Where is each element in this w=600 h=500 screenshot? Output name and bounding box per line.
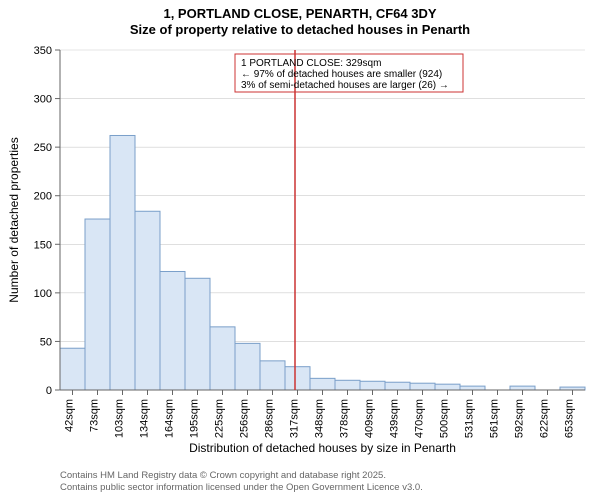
histogram-bar bbox=[510, 386, 535, 390]
ytick-label: 100 bbox=[34, 288, 52, 300]
histogram-bar bbox=[135, 211, 160, 390]
histogram-bar bbox=[285, 367, 310, 390]
xtick-label: 195sqm bbox=[189, 399, 201, 438]
ytick-label: 150 bbox=[34, 239, 52, 251]
xtick-label: 500sqm bbox=[439, 399, 451, 438]
ytick-label: 350 bbox=[34, 45, 52, 57]
ytick-label: 250 bbox=[34, 142, 52, 154]
histogram-bar bbox=[460, 386, 485, 390]
ytick-label: 200 bbox=[34, 191, 52, 203]
xtick-label: 348sqm bbox=[314, 399, 326, 438]
histogram-bar bbox=[260, 361, 285, 390]
callout-line2: ← 97% of detached houses are smaller (92… bbox=[241, 69, 442, 80]
xtick-label: 470sqm bbox=[414, 399, 426, 438]
xtick-label: 256sqm bbox=[239, 399, 251, 438]
xtick-label: 592sqm bbox=[514, 399, 526, 438]
y-axis-label: Number of detached properties bbox=[7, 137, 21, 302]
xtick-label: 622sqm bbox=[539, 399, 551, 438]
xtick-label: 531sqm bbox=[464, 399, 476, 438]
histogram-bar bbox=[85, 219, 110, 390]
x-axis-label: Distribution of detached houses by size … bbox=[189, 441, 456, 455]
xtick-label: 317sqm bbox=[289, 399, 301, 438]
histogram-bar bbox=[310, 378, 335, 390]
histogram-bar bbox=[185, 278, 210, 390]
callout-line3: 3% of semi-detached houses are larger (2… bbox=[241, 80, 449, 91]
xtick-label: 73sqm bbox=[89, 399, 101, 432]
ytick-label: 0 bbox=[46, 385, 52, 397]
histogram-bar bbox=[210, 327, 235, 390]
xtick-label: 164sqm bbox=[164, 399, 176, 438]
xtick-label: 378sqm bbox=[339, 399, 351, 438]
histogram-chart: 1, PORTLAND CLOSE, PENARTH, CF64 3DYSize… bbox=[0, 0, 600, 500]
histogram-bar bbox=[435, 384, 460, 390]
footer-line1: Contains HM Land Registry data © Crown c… bbox=[60, 470, 386, 481]
histogram-bar bbox=[60, 348, 85, 390]
ytick-label: 300 bbox=[34, 94, 52, 106]
xtick-label: 225sqm bbox=[214, 399, 226, 438]
xtick-label: 134sqm bbox=[139, 399, 151, 438]
chart-title-main: 1, PORTLAND CLOSE, PENARTH, CF64 3DY bbox=[163, 6, 436, 21]
xtick-label: 561sqm bbox=[489, 399, 501, 438]
histogram-bar bbox=[335, 380, 360, 390]
callout-line1: 1 PORTLAND CLOSE: 329sqm bbox=[241, 58, 381, 69]
xtick-label: 409sqm bbox=[364, 399, 376, 438]
xtick-label: 42sqm bbox=[64, 399, 76, 432]
xtick-label: 103sqm bbox=[114, 399, 126, 438]
histogram-bar bbox=[410, 383, 435, 390]
xtick-label: 439sqm bbox=[389, 399, 401, 438]
histogram-bar bbox=[110, 135, 135, 390]
xtick-label: 286sqm bbox=[264, 399, 276, 438]
footer-line2: Contains public sector information licen… bbox=[60, 482, 423, 493]
histogram-bar bbox=[360, 381, 385, 390]
chart-title-sub: Size of property relative to detached ho… bbox=[130, 22, 470, 37]
histogram-bar bbox=[235, 343, 260, 390]
histogram-bar bbox=[385, 382, 410, 390]
ytick-label: 50 bbox=[40, 336, 52, 348]
xtick-label: 653sqm bbox=[564, 399, 576, 438]
histogram-bar bbox=[160, 271, 185, 390]
